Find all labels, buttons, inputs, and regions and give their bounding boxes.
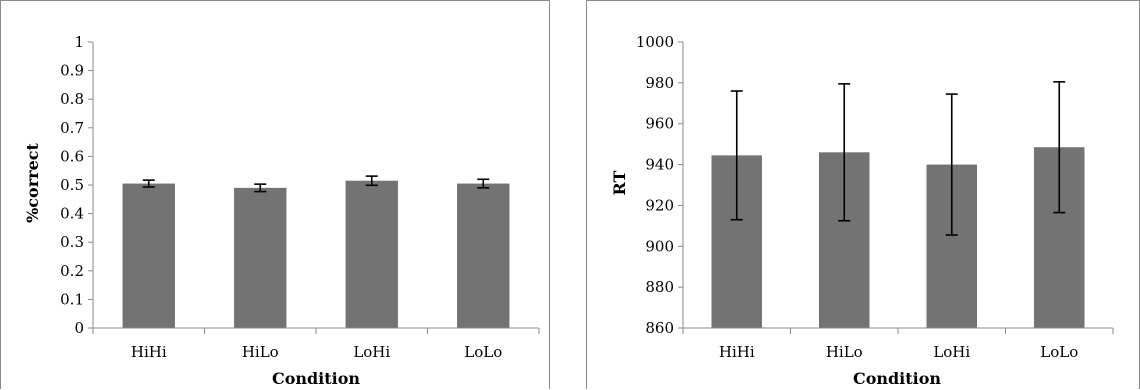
bar-hihi <box>123 184 175 328</box>
bar-lolo <box>457 184 509 328</box>
y-tick-label: 0.4 <box>60 205 84 223</box>
y-tick-label: 0 <box>74 319 84 337</box>
y-tick-label: 880 <box>645 278 674 296</box>
y-tick-label: 1000 <box>636 33 674 51</box>
bar-hilo <box>234 188 286 328</box>
y-tick-label: 0.8 <box>60 90 84 108</box>
y-axis-title: %correct <box>23 143 42 223</box>
y-tick-label: 0.1 <box>60 290 84 308</box>
x-tick-label: HiHi <box>131 343 167 361</box>
y-tick-label: 980 <box>645 74 674 92</box>
y-tick-label: 920 <box>645 196 674 214</box>
accuracy-chart-svg: %correct Condition 0 0.1 0.2 0.3 0.4 0.5 0.6 0.… <box>1 1 551 390</box>
y-tick-label: 900 <box>645 237 674 255</box>
x-tick-label: HiLo <box>242 343 279 361</box>
y-tick-label: 940 <box>645 156 674 174</box>
y-tick-label: 0.5 <box>60 176 84 194</box>
x-axis-title: Condition <box>272 369 360 388</box>
x-tick-label: HiHi <box>719 343 755 361</box>
x-tick-label: LoHi <box>933 343 970 361</box>
y-axis-title: RT <box>610 170 629 195</box>
y-tick-label: 0.2 <box>60 262 84 280</box>
rt-chart: RT Condition 860 880 900 920 940 960 980 1000 Hi… <box>586 0 1140 389</box>
x-tick-label: LoHi <box>353 343 390 361</box>
x-tick-label: LoLo <box>1040 343 1078 361</box>
y-tick-label: 0.7 <box>60 119 84 137</box>
y-tick-label: 0.9 <box>60 62 84 80</box>
rt-chart-svg: RT Condition 860 880 900 920 940 960 980 1000 Hi… <box>587 1 1140 390</box>
y-tick-label: 0.3 <box>60 233 84 251</box>
y-tick-label: 960 <box>645 115 674 133</box>
x-tick-label: HiLo <box>826 343 863 361</box>
accuracy-chart: %correct Condition 0 0.1 0.2 0.3 0.4 0.5 0.6 0.… <box>0 0 550 389</box>
y-tick-label: 0.6 <box>60 147 84 165</box>
x-axis-title: Condition <box>853 369 941 388</box>
y-tick-label: 1 <box>74 33 84 51</box>
bar-lohi <box>346 181 398 328</box>
x-tick-label: LoLo <box>464 343 502 361</box>
y-tick-label: 860 <box>645 319 674 337</box>
